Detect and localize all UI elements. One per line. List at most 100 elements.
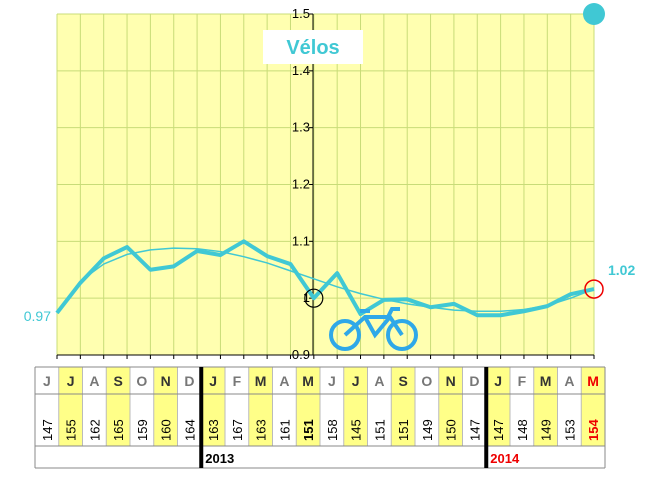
marker-dot xyxy=(583,3,605,25)
count-label: 147 xyxy=(467,419,482,441)
month-label: S xyxy=(398,373,407,389)
count-cell xyxy=(35,394,59,446)
month-cell xyxy=(153,367,178,394)
series-line xyxy=(55,239,595,318)
count-label: 159 xyxy=(135,419,150,441)
month-label: O xyxy=(421,373,432,389)
highlight-circle xyxy=(584,279,604,299)
count-label: 165 xyxy=(111,419,126,441)
count-label: 145 xyxy=(349,419,364,441)
month-cell xyxy=(106,367,130,394)
count-label: 162 xyxy=(87,419,102,441)
count-label: 163 xyxy=(206,419,221,441)
count-cell xyxy=(106,394,130,446)
grid: 0.911.11.21.31.41.5 xyxy=(56,6,595,362)
value-label: 0.97 xyxy=(24,308,51,324)
month-cell xyxy=(415,367,439,394)
count-cell xyxy=(510,394,534,446)
count-label: 167 xyxy=(230,419,245,441)
count-label: 158 xyxy=(325,419,340,441)
month-cell xyxy=(35,367,59,394)
count-label: 163 xyxy=(254,419,269,441)
month-label: J xyxy=(352,373,360,389)
count-cell xyxy=(415,394,439,446)
month-cell xyxy=(367,367,392,394)
month-label: D xyxy=(469,373,479,389)
month-cell xyxy=(248,367,273,394)
month-cell xyxy=(391,367,415,394)
count-cell xyxy=(130,394,154,446)
count-cell xyxy=(320,394,344,446)
count-label: 154 xyxy=(586,419,601,441)
month-cell xyxy=(581,367,605,394)
month-label: A xyxy=(374,373,384,389)
month-cell xyxy=(177,367,202,394)
count-label: 160 xyxy=(159,419,174,441)
month-cell xyxy=(272,367,297,394)
count-label: 151 xyxy=(372,419,387,441)
count-cell xyxy=(486,394,510,446)
month-cell xyxy=(557,367,582,394)
month-label: J xyxy=(494,373,502,389)
month-label: D xyxy=(184,373,194,389)
month-label: J xyxy=(67,373,75,389)
chart-title: Vélos xyxy=(286,37,339,59)
month-cell xyxy=(225,367,249,394)
month-label: A xyxy=(89,373,99,389)
count-cell xyxy=(533,394,558,446)
count-label: 164 xyxy=(182,419,197,441)
plot: 0.97 1.02 xyxy=(24,239,635,324)
month-cell xyxy=(510,367,534,394)
count-cell xyxy=(248,394,273,446)
count-cell xyxy=(438,394,463,446)
bike-icon xyxy=(329,307,418,351)
month-cell xyxy=(438,367,463,394)
count-label: 149 xyxy=(420,419,435,441)
y-tick-label: 1.2 xyxy=(292,177,310,192)
month-cell xyxy=(130,367,154,394)
month-label: A xyxy=(564,373,574,389)
month-label: F xyxy=(233,373,242,389)
y-tick-label: 1.4 xyxy=(292,63,310,78)
count-cell xyxy=(343,394,368,446)
month-cell xyxy=(486,367,510,394)
count-cell xyxy=(462,394,487,446)
year-label: 2014 xyxy=(490,451,520,466)
count-cell xyxy=(367,394,392,446)
month-cell xyxy=(462,367,487,394)
count-label: 147 xyxy=(491,419,506,441)
count-label: 153 xyxy=(562,419,577,441)
month-label: J xyxy=(328,373,336,389)
y-tick-label: 1 xyxy=(303,290,310,305)
month-label: O xyxy=(136,373,147,389)
month-label: F xyxy=(518,373,527,389)
month-label: M xyxy=(302,373,314,389)
year-label: 2013 xyxy=(205,451,234,466)
count-cell xyxy=(272,394,297,446)
month-label: S xyxy=(113,373,122,389)
month-label: M xyxy=(540,373,552,389)
highlight-circle xyxy=(304,288,324,308)
y-tick-label: 1.1 xyxy=(292,233,310,248)
month-cell xyxy=(343,367,368,394)
count-cell xyxy=(201,394,225,446)
month-label: N xyxy=(161,373,171,389)
count-cell xyxy=(82,394,107,446)
month-label: J xyxy=(209,373,217,389)
month-label: M xyxy=(255,373,267,389)
month-cell xyxy=(82,367,107,394)
y-tick-label: 1.3 xyxy=(292,120,310,135)
count-label: 155 xyxy=(64,419,79,441)
count-cell xyxy=(296,394,320,446)
month-cell xyxy=(296,367,320,394)
count-cell xyxy=(153,394,178,446)
month-cell xyxy=(320,367,344,394)
count-cell xyxy=(58,394,83,446)
count-label: 151 xyxy=(396,419,411,441)
y-tick-label: 1.5 xyxy=(292,6,310,21)
count-cell xyxy=(225,394,249,446)
count-cell xyxy=(581,394,605,446)
month-table: J 147 J 155 A 162 S 165 O 159 N 160 D 164 J 163 F 167 M 163… xyxy=(34,366,606,469)
value-label: 1.02 xyxy=(608,262,635,278)
